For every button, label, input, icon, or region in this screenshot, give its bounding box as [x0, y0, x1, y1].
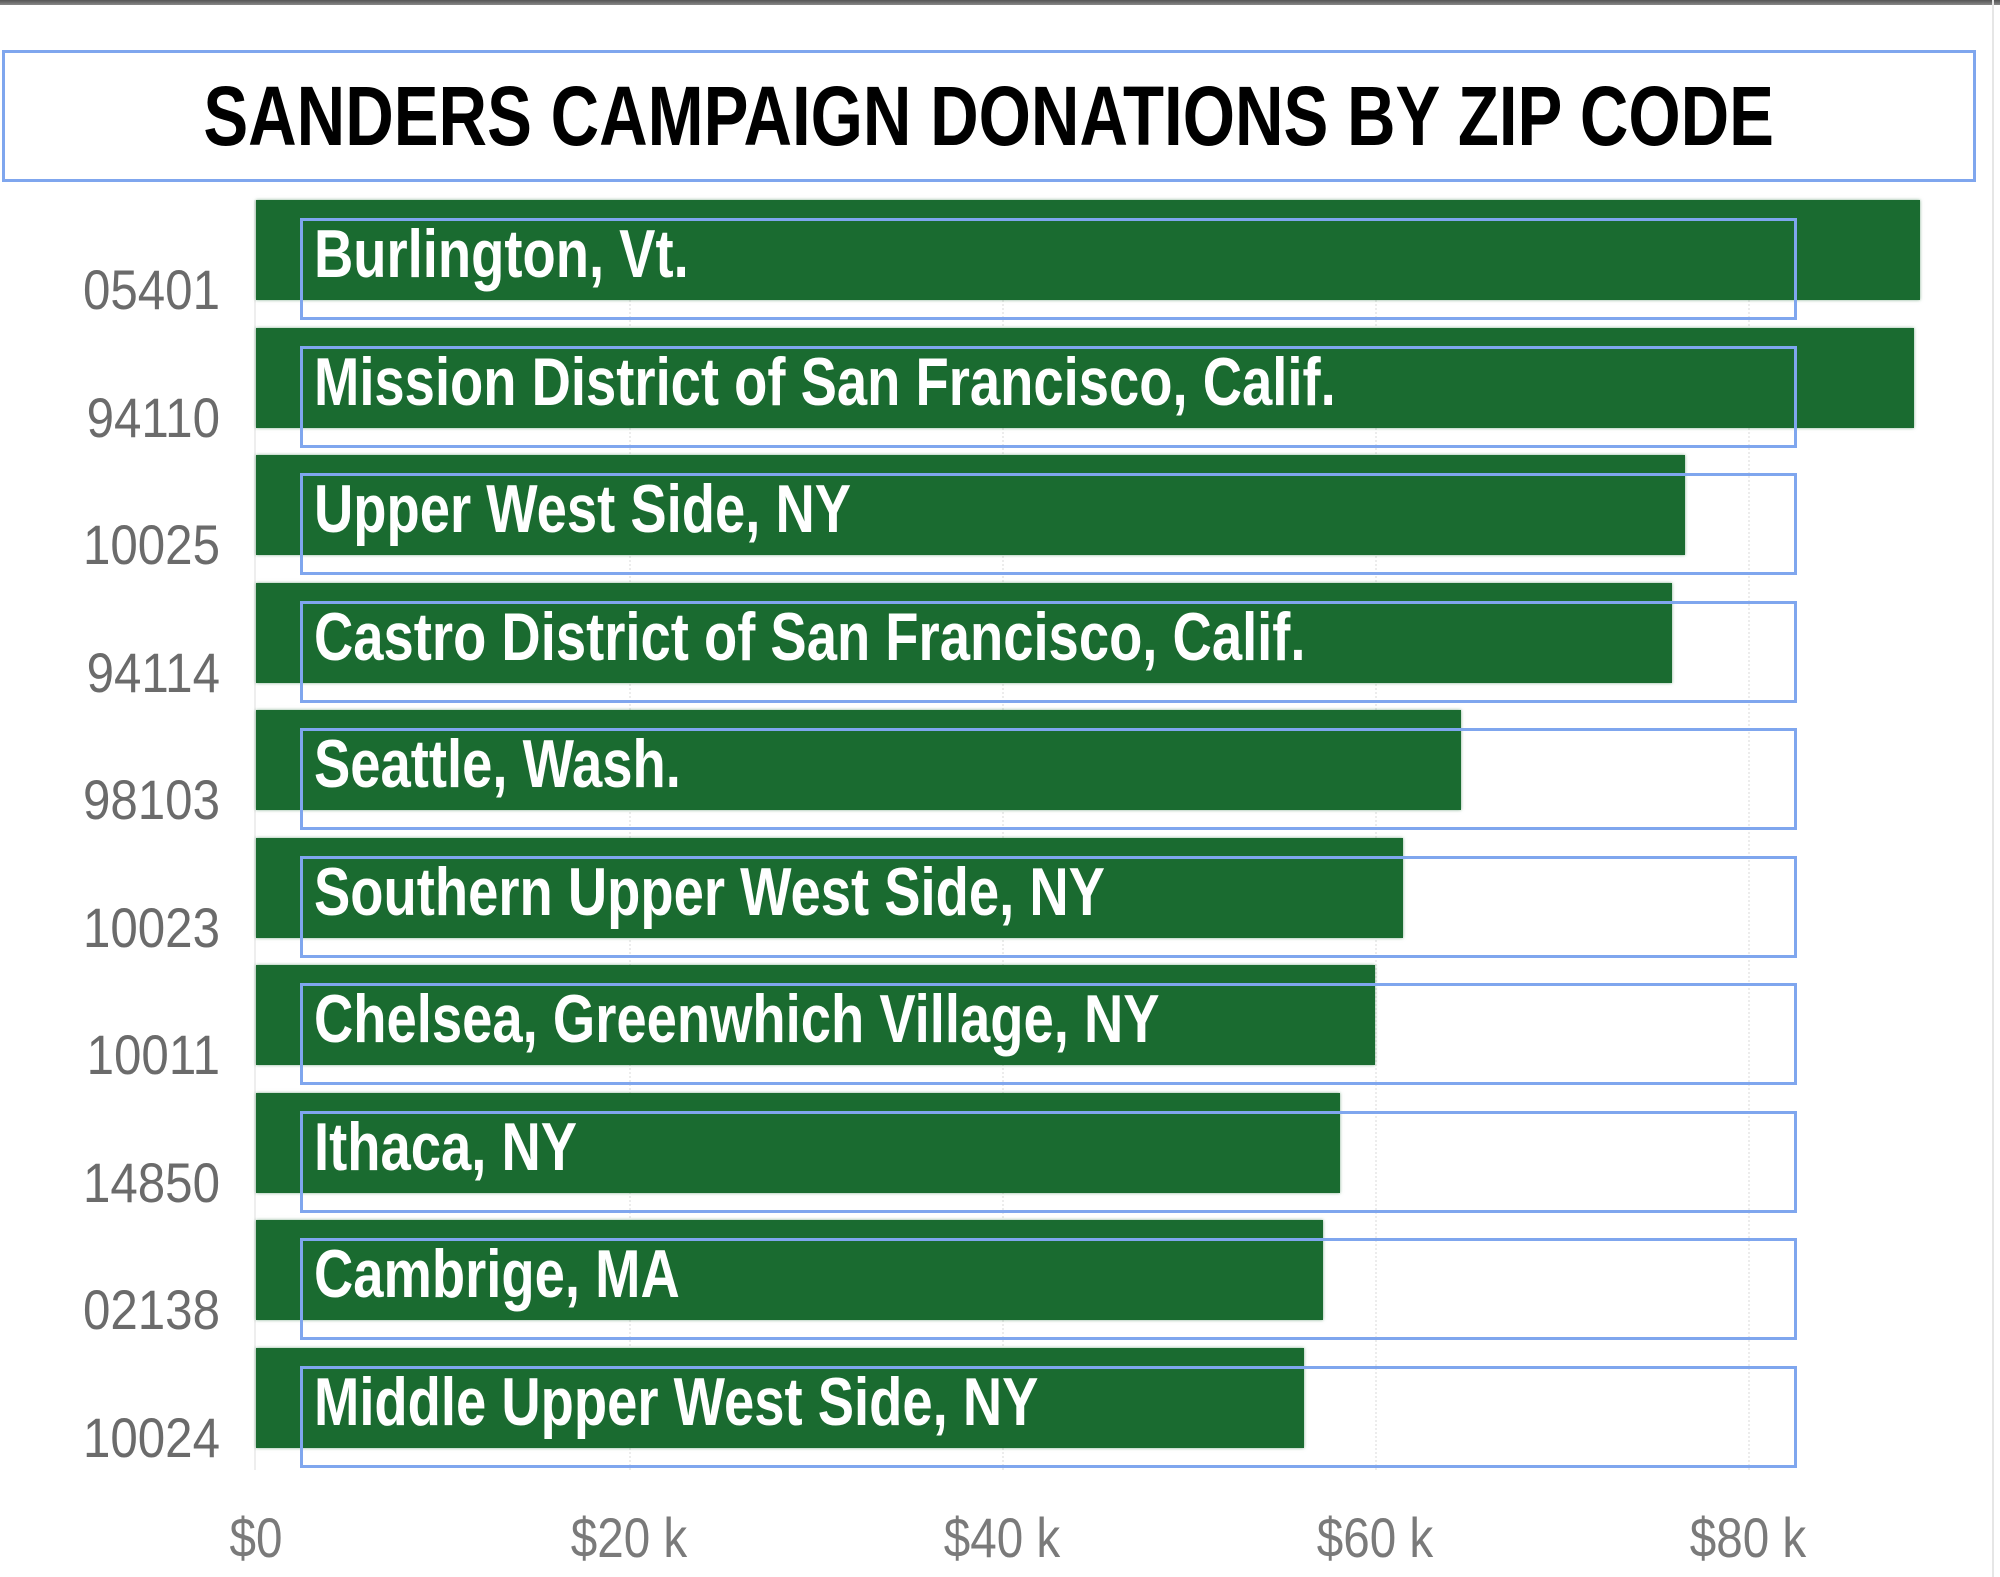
bar[interactable]: [256, 327, 1914, 428]
x-axis-tick-label: $80 k: [1689, 1506, 1807, 1569]
bar-label-highlight-box: [300, 1110, 1797, 1213]
bar-location-label: Middle Upper West Side, NY: [314, 1363, 1039, 1440]
bar-location-label: Burlington, Vt.: [314, 216, 689, 292]
bar-location-label: Ithaca, NY: [314, 1108, 578, 1185]
gridline: [1375, 200, 1377, 1470]
bar-label-highlight-box: [300, 1238, 1797, 1340]
zip-code-label: 98103: [82, 768, 220, 831]
bar[interactable]: [256, 1347, 1305, 1448]
bar-location-label: Southern Upper West Side, NY: [314, 853, 1105, 930]
x-axis-tick-label: $20 k: [570, 1506, 688, 1569]
x-axis-tick-label: $0: [229, 1506, 283, 1569]
zip-code-label: 10011: [86, 1023, 220, 1086]
right-border: [1992, 0, 1994, 1577]
zip-code-label: 10024: [82, 1405, 220, 1469]
bar[interactable]: [256, 1092, 1340, 1193]
bar-location-label: Cambrige, MA: [314, 1236, 680, 1312]
y-axis-baseline: [254, 200, 256, 1470]
bar[interactable]: [256, 455, 1685, 555]
zip-code-label: 94110: [86, 385, 220, 449]
zip-code-label: 10023: [82, 895, 220, 959]
bar-label-highlight-box: [300, 473, 1797, 575]
x-axis-tick-label: $40 k: [943, 1506, 1061, 1569]
zip-code-label: 10025: [82, 513, 220, 576]
bar-location-label: Upper West Side, NY: [314, 471, 852, 547]
bar[interactable]: [256, 582, 1672, 683]
bar-label-highlight-box: [300, 345, 1797, 448]
bar[interactable]: [256, 200, 1920, 300]
top-border: [0, 0, 2000, 5]
zip-code-label: 05401: [82, 258, 220, 321]
chart-title: SANDERS CAMPAIGN DONATIONS BY ZIP CODE: [203, 68, 1775, 163]
zip-code-label: 94114: [86, 640, 220, 704]
gridline: [1748, 200, 1750, 1470]
bar-label-highlight-box: [300, 600, 1797, 703]
bar-location-label: Castro District of San Francisco, Calif.: [314, 598, 1306, 675]
gridline: [1002, 200, 1004, 1470]
gridline: [629, 200, 631, 1470]
bar-label-highlight-box: [300, 983, 1797, 1085]
chart-title-box: SANDERS CAMPAIGN DONATIONS BY ZIP CODE: [2, 50, 1976, 182]
bar[interactable]: [256, 1220, 1323, 1320]
bar[interactable]: [256, 965, 1375, 1065]
bar-label-highlight-box: [300, 728, 1797, 830]
bar-location-label: Mission District of San Francisco, Calif…: [314, 343, 1336, 420]
x-axis-tick-label: $60 k: [1316, 1506, 1434, 1569]
zip-code-label: 14850: [82, 1150, 220, 1214]
bar-label-highlight-box: [300, 218, 1797, 320]
bar-location-label: Seattle, Wash.: [314, 726, 681, 802]
bar-location-label: Chelsea, Greenwhich Village, NY: [314, 981, 1160, 1057]
bar-label-highlight-box: [300, 1365, 1797, 1468]
zip-code-label: 02138: [82, 1278, 220, 1341]
bar[interactable]: [256, 837, 1403, 938]
bar[interactable]: [256, 710, 1461, 810]
bar-label-highlight-box: [300, 855, 1797, 958]
